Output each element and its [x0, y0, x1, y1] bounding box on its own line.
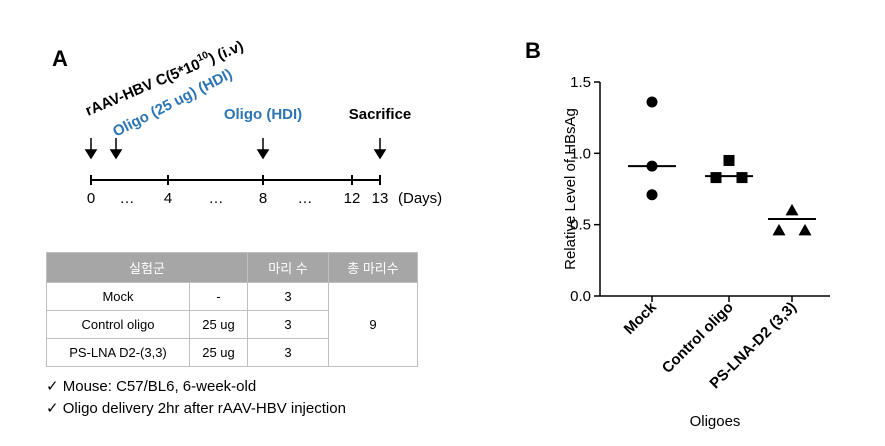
unit-label: (Days)	[398, 190, 442, 207]
header-cell: 마리 수	[247, 252, 329, 283]
note: ✓ Mouse: C57/BL6, 6-week-old	[46, 378, 257, 395]
injection-text: ) (i.v)	[206, 38, 246, 68]
sacrifice-label: Sacrifice	[349, 106, 412, 123]
total-cell: 9	[328, 282, 418, 367]
cell: PS-LNA D2-(3,3)	[46, 338, 190, 367]
timeline	[90, 175, 381, 185]
day-label: 13	[372, 190, 389, 207]
cell: 3	[247, 310, 329, 339]
cell: Mock	[46, 282, 190, 311]
y-tick-label: 1.5	[570, 74, 591, 91]
point	[772, 223, 786, 236]
point	[785, 203, 799, 216]
point	[710, 172, 722, 184]
cell: -	[189, 282, 248, 311]
header-cell: 실험군	[46, 252, 248, 283]
panel-label: A	[52, 46, 68, 71]
note: ✓ Oligo delivery 2hr after rAAV-HBV inje…	[46, 400, 346, 417]
y-axis-label: Relative Level of HBsAg	[562, 108, 579, 270]
point	[723, 154, 735, 166]
y-tick-label: 1.0	[570, 145, 591, 162]
arrows	[84, 138, 387, 160]
cell: Control oligo	[46, 310, 190, 339]
day-label: …	[298, 190, 313, 207]
cell: 25 ug	[189, 310, 248, 339]
y-tick-label: 0.0	[570, 288, 591, 305]
point	[646, 189, 658, 201]
day-label: 12	[344, 190, 361, 207]
cell: 3	[247, 338, 329, 367]
point	[798, 223, 812, 236]
day-label: 4	[164, 190, 172, 207]
panel-label: B	[525, 38, 541, 63]
x-axis-label: Oligoes	[690, 413, 741, 430]
injection-sup: 10	[195, 50, 210, 65]
notes: ✓ Mouse: C57/BL6, 6-week-old ✓ Oligo del…	[46, 376, 346, 420]
point	[736, 172, 748, 184]
oligo-label: Oligo (HDI)	[224, 106, 302, 123]
cell: 3	[247, 282, 329, 311]
chart: 0.0 0.5 1.0 1.5 Relative Level of HBsAg Oligo…	[562, 74, 830, 430]
day-label: …	[120, 190, 135, 207]
header-cell: 총 마리수	[328, 252, 418, 283]
cell: 25 ug	[189, 338, 248, 367]
point	[646, 96, 658, 108]
day-label: …	[209, 190, 224, 207]
x-tick-label: Mock	[621, 298, 661, 338]
y-tick-label: 0.5	[570, 217, 591, 234]
day-label: 8	[259, 190, 267, 207]
day-label: 0	[87, 190, 95, 207]
